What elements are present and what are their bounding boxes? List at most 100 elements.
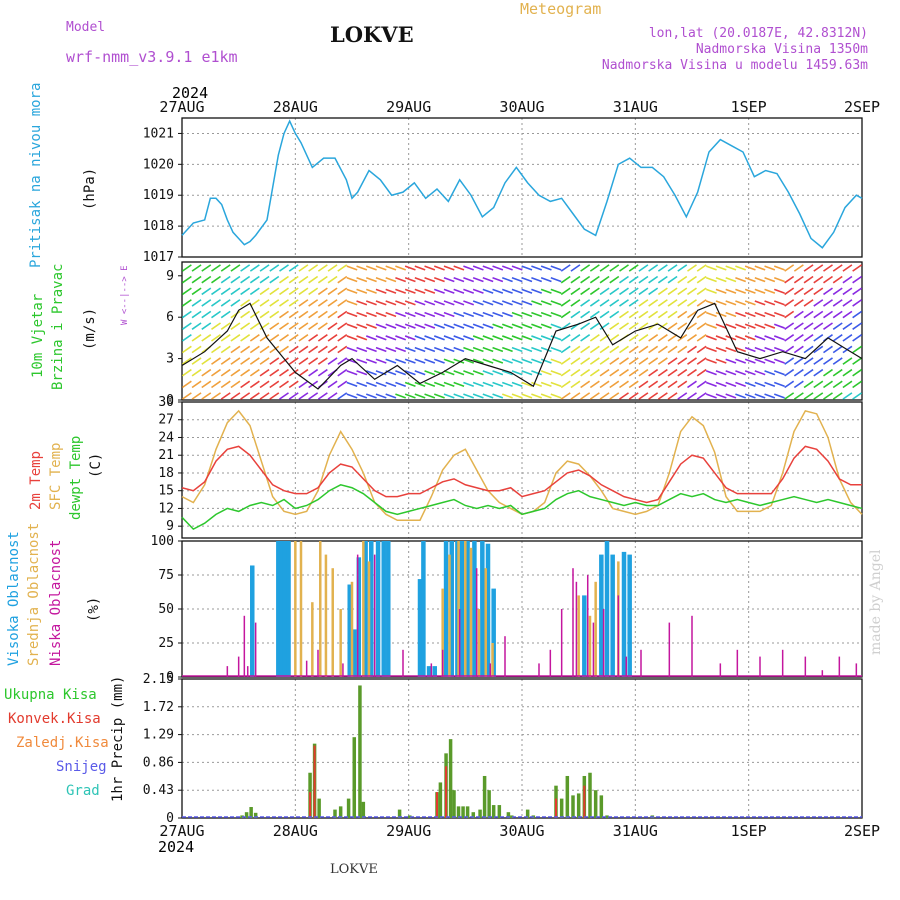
wind-barb — [560, 357, 571, 365]
wind-barb — [540, 346, 552, 353]
wind-barb — [852, 322, 863, 330]
wind-barb — [744, 346, 756, 353]
wind-barb — [356, 381, 368, 387]
wind-barb — [201, 287, 212, 296]
wind-barb — [327, 264, 338, 272]
wind-barb — [220, 322, 231, 330]
wind-barb — [482, 288, 494, 294]
precip-bar-total — [593, 790, 598, 818]
wind-barb — [715, 381, 727, 387]
cloud-bar-low — [560, 609, 563, 677]
cloud-bar-low — [475, 568, 478, 677]
cloud-bar-low — [458, 609, 461, 677]
wind-barb — [365, 311, 377, 318]
wind-barb — [609, 310, 620, 319]
wind-barb — [346, 277, 358, 283]
precip-bar-total — [588, 772, 592, 818]
cloud-bar-high — [610, 554, 615, 677]
wind-barb — [269, 345, 280, 354]
wind-barb — [667, 287, 678, 296]
wind-barb — [540, 381, 552, 387]
wind-barb — [793, 264, 804, 272]
wind-barb — [191, 299, 202, 307]
wind-barb — [540, 300, 552, 306]
wind-barb — [599, 310, 610, 319]
cloud-bar-high — [375, 541, 381, 677]
y-tick-label: 50 — [158, 602, 174, 617]
wind-barb — [240, 334, 251, 342]
wind-barb — [259, 380, 270, 389]
wind-barb — [715, 346, 727, 353]
wind-barb — [628, 392, 639, 400]
wind-barb — [501, 265, 513, 271]
wind-barb — [677, 299, 688, 307]
cloud-bar-low — [572, 568, 574, 677]
wind-barb — [279, 345, 289, 354]
precip-bar-total — [438, 782, 443, 818]
wind-barb — [580, 334, 591, 342]
meteogram-label: Meteogram — [520, 0, 602, 18]
wind-barb — [482, 358, 494, 364]
wind-barb — [773, 265, 785, 271]
wind-barb — [259, 275, 270, 284]
wind-barb — [521, 358, 533, 364]
precip-bar-convective — [583, 785, 586, 818]
wind-barb — [433, 300, 445, 306]
wind-barb — [443, 358, 455, 364]
wind-barb — [570, 392, 581, 400]
wind-barb — [365, 393, 377, 399]
wind-barb — [677, 392, 688, 400]
wind-barb — [823, 392, 833, 400]
wind-barb — [648, 287, 659, 296]
wind-barb — [337, 264, 348, 272]
wind-barb — [511, 311, 523, 318]
wind-barb — [492, 370, 504, 376]
wind-barb — [211, 287, 221, 296]
wind-barb — [852, 275, 863, 284]
wind-barb — [346, 346, 358, 353]
y-tick-label: 24 — [158, 430, 174, 445]
cloud-bar-mid — [577, 595, 580, 677]
cloud-bar-low — [305, 660, 308, 677]
wind-barb — [414, 277, 426, 283]
wind-barb — [609, 275, 620, 284]
wind-barb — [599, 368, 610, 377]
wind-barb — [259, 322, 270, 330]
wind-barb — [540, 323, 552, 329]
wind-barb — [433, 311, 445, 318]
wind-barb — [201, 392, 212, 400]
wind-barb — [298, 275, 309, 284]
wind-barb — [744, 265, 756, 271]
wind-barb — [842, 392, 853, 400]
wind-barb — [793, 287, 804, 296]
x-date-top: 1SEP — [731, 98, 767, 116]
wind-barb — [337, 322, 348, 330]
wind-barb — [735, 288, 747, 294]
cloud-bar-low — [719, 663, 722, 677]
wind-barb — [560, 299, 571, 307]
wind-barb — [725, 277, 737, 283]
wind-barb — [317, 310, 328, 319]
wind-barb — [648, 299, 659, 307]
wind-barb — [424, 300, 436, 306]
wind-barb — [201, 322, 212, 330]
wind-barb — [725, 311, 737, 318]
wind-barb — [414, 381, 426, 387]
wind-barb — [842, 380, 853, 389]
wind-barb — [201, 264, 212, 272]
wind-barb — [259, 392, 270, 400]
precip-bar-total — [599, 795, 604, 818]
wind-barb — [619, 357, 629, 365]
cloud-bar-mid — [299, 541, 303, 677]
wind-barb — [570, 368, 581, 377]
wind-barb — [540, 358, 552, 364]
cloud-bar-mid — [362, 541, 365, 677]
wind-barb — [832, 310, 843, 319]
wind-barb — [744, 358, 756, 364]
wind-barb — [735, 358, 747, 364]
wind-barb — [570, 345, 581, 354]
wind-barb — [365, 277, 377, 283]
cloud-bar-high — [279, 541, 284, 677]
wind-barb — [191, 334, 202, 342]
wind-barb — [521, 300, 533, 306]
